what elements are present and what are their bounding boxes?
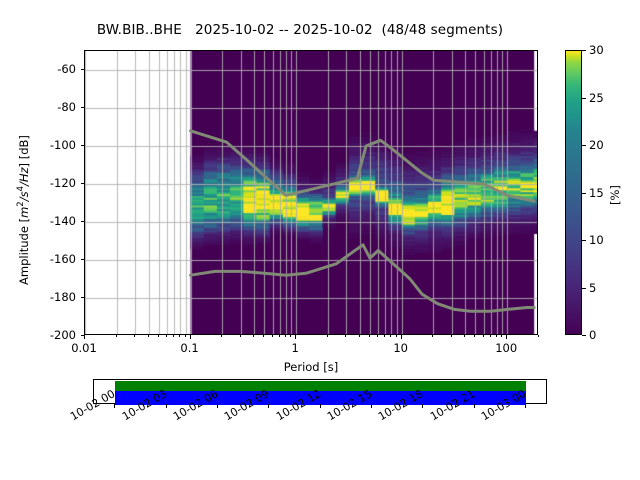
x-tick-label: 0.1 bbox=[180, 341, 199, 355]
colorbar-tick-mark bbox=[582, 240, 586, 241]
timeline-tick-mark bbox=[473, 404, 475, 408]
page-title: BW.BIB..BHE 2025-10-02 -- 2025-10-02 (48… bbox=[96, 22, 504, 38]
x-minor-tick bbox=[184, 335, 186, 338]
y-axis-label: Amplitude [m2/s4/Hz] [dB] bbox=[16, 135, 31, 285]
colorbar-tick-mark bbox=[582, 335, 586, 336]
x-minor-tick bbox=[290, 335, 292, 338]
x-minor-tick bbox=[278, 335, 280, 338]
x-minor-tick bbox=[147, 335, 149, 338]
timeline-tick-mark bbox=[422, 404, 424, 408]
y-tick-mark bbox=[80, 183, 84, 184]
x-minor-tick bbox=[538, 335, 539, 338]
x-major-tick bbox=[189, 335, 191, 339]
x-minor-tick bbox=[173, 335, 175, 338]
colorbar-tick-label: 10 bbox=[589, 233, 604, 247]
colorbar-tick-label: 5 bbox=[589, 280, 597, 295]
y-tick-label: -200 bbox=[49, 328, 76, 342]
timeline-tick-mark bbox=[525, 404, 527, 408]
colorbar-tick-label: 15 bbox=[589, 185, 604, 200]
colorbar-tick-label: 0 bbox=[589, 328, 597, 342]
data-coverage-green bbox=[115, 381, 527, 391]
colorbar-tick-mark bbox=[582, 98, 586, 99]
x-minor-tick bbox=[464, 335, 466, 338]
x-minor-tick bbox=[390, 335, 392, 338]
colorbar-tick-mark bbox=[582, 193, 586, 194]
x-minor-tick bbox=[432, 335, 434, 338]
y-tick-label: -160 bbox=[49, 252, 76, 266]
x-minor-tick bbox=[489, 335, 491, 338]
data-coverage-timeline bbox=[93, 379, 547, 405]
noise-model-nlnm bbox=[189, 243, 536, 313]
x-minor-tick bbox=[157, 335, 159, 338]
plot-gridlines bbox=[85, 51, 537, 334]
colorbar-tick-mark bbox=[582, 145, 586, 146]
y-tick-mark bbox=[80, 297, 84, 298]
noise-model-nhnm bbox=[189, 129, 536, 203]
x-minor-tick bbox=[384, 335, 386, 338]
x-minor-tick bbox=[284, 335, 286, 338]
x-minor-tick bbox=[495, 335, 497, 338]
timeline-tick-mark bbox=[319, 404, 321, 408]
y-tick-label: -140 bbox=[49, 214, 76, 228]
colorbar-tick-mark bbox=[582, 50, 586, 51]
x-minor-tick bbox=[501, 335, 503, 338]
y-tick-label: -60 bbox=[57, 62, 76, 76]
y-tick-mark bbox=[80, 335, 84, 336]
x-minor-tick bbox=[482, 335, 484, 338]
x-tick-label: 100 bbox=[495, 341, 518, 355]
y-tick-mark bbox=[80, 69, 84, 70]
x-minor-tick bbox=[166, 335, 168, 338]
x-minor-tick bbox=[395, 335, 397, 338]
y-tick-label: -80 bbox=[57, 100, 76, 114]
x-minor-tick bbox=[326, 335, 328, 338]
y-tick-mark bbox=[80, 259, 84, 260]
x-minor-tick bbox=[115, 335, 117, 338]
y-tick-mark bbox=[80, 221, 84, 222]
x-minor-tick bbox=[179, 335, 181, 338]
x-minor-tick bbox=[239, 335, 241, 338]
x-minor-tick bbox=[253, 335, 255, 338]
x-minor-tick bbox=[451, 335, 453, 338]
timeline-tick-mark bbox=[371, 404, 373, 408]
x-major-tick bbox=[400, 335, 402, 339]
x-tick-label: 0.01 bbox=[71, 341, 97, 355]
y-tick-mark bbox=[80, 145, 84, 146]
x-minor-tick bbox=[377, 335, 379, 338]
data-coverage-blue bbox=[115, 391, 527, 405]
x-major-tick bbox=[84, 335, 85, 339]
y-axis-label-text: Amplitude [m2/s4/Hz] [dB] bbox=[16, 135, 31, 285]
colorbar bbox=[565, 50, 582, 335]
x-tick-label: 1 bbox=[291, 341, 299, 355]
x-major-tick bbox=[295, 335, 297, 339]
colorbar-label: [%] bbox=[608, 185, 622, 205]
colorbar-tick-mark bbox=[582, 288, 586, 289]
colorbar-tick-label: 20 bbox=[589, 138, 604, 152]
x-axis-label: Period [s] bbox=[283, 360, 339, 374]
x-minor-tick bbox=[474, 335, 476, 338]
y-tick-mark bbox=[80, 107, 84, 108]
x-minor-tick bbox=[221, 335, 223, 338]
y-tick-label: -100 bbox=[49, 138, 76, 152]
ppsd-plot-area bbox=[84, 50, 538, 335]
timeline-tick-mark bbox=[268, 404, 270, 408]
y-tick-label: -180 bbox=[49, 290, 76, 304]
x-tick-label: 10 bbox=[393, 341, 408, 355]
colorbar-tick-label: 30 bbox=[589, 43, 604, 57]
x-minor-tick bbox=[368, 335, 370, 338]
colorbar-tick-label: 25 bbox=[589, 90, 604, 105]
x-major-tick bbox=[506, 335, 508, 339]
timeline-tick-mark bbox=[217, 404, 219, 408]
y-tick-label: -120 bbox=[49, 176, 76, 190]
x-minor-tick bbox=[263, 335, 265, 338]
x-minor-tick bbox=[358, 335, 360, 338]
timeline-tick-mark bbox=[114, 404, 116, 408]
x-minor-tick bbox=[271, 335, 273, 338]
x-minor-tick bbox=[345, 335, 347, 338]
timeline-tick-mark bbox=[165, 404, 167, 408]
noise-model-curves bbox=[189, 129, 536, 313]
x-minor-tick bbox=[134, 335, 136, 338]
